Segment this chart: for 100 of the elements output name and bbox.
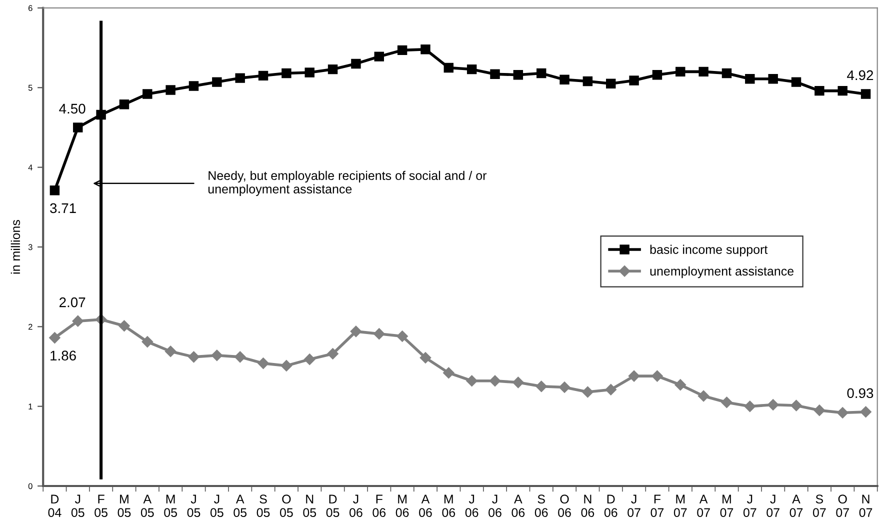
point <box>73 122 83 132</box>
point <box>304 354 316 365</box>
point <box>745 74 755 84</box>
x-tick-label: D 06 <box>604 494 618 517</box>
point <box>49 332 60 344</box>
x-tick-label: F 06 <box>372 494 386 517</box>
data-label: 4.92 <box>847 70 874 80</box>
x-tick-label: D 04 <box>48 494 62 517</box>
x-tick-label: S 06 <box>534 494 548 517</box>
legend-label: basic income support <box>650 244 768 256</box>
point <box>560 74 570 85</box>
point <box>142 89 152 99</box>
data-label: 3.71 <box>50 203 76 214</box>
point <box>838 86 848 96</box>
point <box>258 358 269 369</box>
point <box>790 400 802 412</box>
point <box>280 360 292 372</box>
y-tick-label: 1 <box>28 404 32 410</box>
point <box>258 70 268 81</box>
point <box>722 68 732 78</box>
x-tick-label: A 06 <box>419 494 432 517</box>
x-tick-label: A 07 <box>790 494 803 517</box>
x-tick-label: A 06 <box>512 494 525 517</box>
point <box>444 62 454 73</box>
point <box>836 407 848 418</box>
y-tick-label: 0 <box>28 483 32 490</box>
x-tick-label: S 07 <box>812 494 826 517</box>
x-tick-label: N 05 <box>303 494 316 517</box>
point <box>50 186 60 196</box>
point <box>420 44 430 54</box>
point <box>767 399 779 410</box>
point <box>791 77 802 87</box>
point <box>234 351 246 363</box>
point <box>188 351 200 363</box>
point <box>396 330 408 342</box>
point <box>466 64 477 74</box>
x-tick-label: J 06 <box>488 494 502 517</box>
point <box>744 400 756 412</box>
point <box>860 89 871 99</box>
x-tick-label: M 05 <box>164 494 177 517</box>
point <box>282 68 292 78</box>
point <box>860 406 872 418</box>
y-tick-label: 4 <box>28 164 32 170</box>
point <box>466 375 478 386</box>
x-tick-label: A 05 <box>234 494 247 517</box>
x-tick-label: S 05 <box>256 494 270 517</box>
x-tick-label: J 07 <box>628 494 640 517</box>
point <box>420 352 432 364</box>
point <box>652 370 663 382</box>
point <box>397 45 408 56</box>
x-tick-label: O 06 <box>558 494 571 517</box>
y-tick-label: 6 <box>28 5 32 12</box>
x-tick-label: A 05 <box>140 494 154 517</box>
data-label: 0.93 <box>847 388 874 398</box>
point <box>606 78 616 89</box>
point <box>698 390 710 402</box>
x-tick-label: A 07 <box>697 494 710 517</box>
x-tick-label: J 07 <box>766 494 780 517</box>
point <box>558 382 570 393</box>
point <box>629 76 639 86</box>
point <box>212 77 222 87</box>
x-tick-label: M 06 <box>396 494 409 517</box>
x-tick-label: J 06 <box>349 494 362 517</box>
point <box>374 52 384 62</box>
x-tick-label: J 05 <box>71 494 84 517</box>
point <box>142 336 154 348</box>
ref-line-label: Needy, but employable recipients of social and / or unemployment assistance <box>208 170 487 196</box>
data-label: 2.07 <box>60 297 86 308</box>
x-tick-label: N 07 <box>859 494 872 517</box>
point <box>721 396 732 408</box>
x-tick-label: O 07 <box>836 494 849 517</box>
x-tick-label: J 05 <box>187 494 200 517</box>
point <box>166 85 176 95</box>
y-tick-label: 5 <box>28 84 32 91</box>
point <box>513 70 524 80</box>
x-tick-label: M 07 <box>674 494 687 517</box>
point <box>536 68 546 78</box>
x-tick-label: M 07 <box>720 494 734 517</box>
point <box>351 58 361 69</box>
y-tick-label: 2 <box>28 324 32 330</box>
y-axis-title: in millions <box>10 220 20 274</box>
x-tick-label: M 06 <box>442 494 456 517</box>
point <box>512 376 524 388</box>
point <box>443 367 454 378</box>
x-tick-label: J 06 <box>465 494 478 517</box>
point <box>119 99 130 110</box>
point <box>582 76 593 86</box>
point <box>211 350 223 361</box>
x-tick-label: J 05 <box>210 494 224 517</box>
x-tick-label: O 05 <box>280 494 293 517</box>
x-tick-label: F 05 <box>94 494 108 517</box>
point <box>188 81 199 91</box>
point <box>814 404 826 416</box>
point <box>814 86 824 96</box>
point <box>652 70 662 80</box>
point <box>674 379 686 390</box>
point <box>164 346 176 357</box>
point <box>489 375 501 386</box>
x-tick-label: D 05 <box>326 494 340 517</box>
point <box>374 328 385 340</box>
